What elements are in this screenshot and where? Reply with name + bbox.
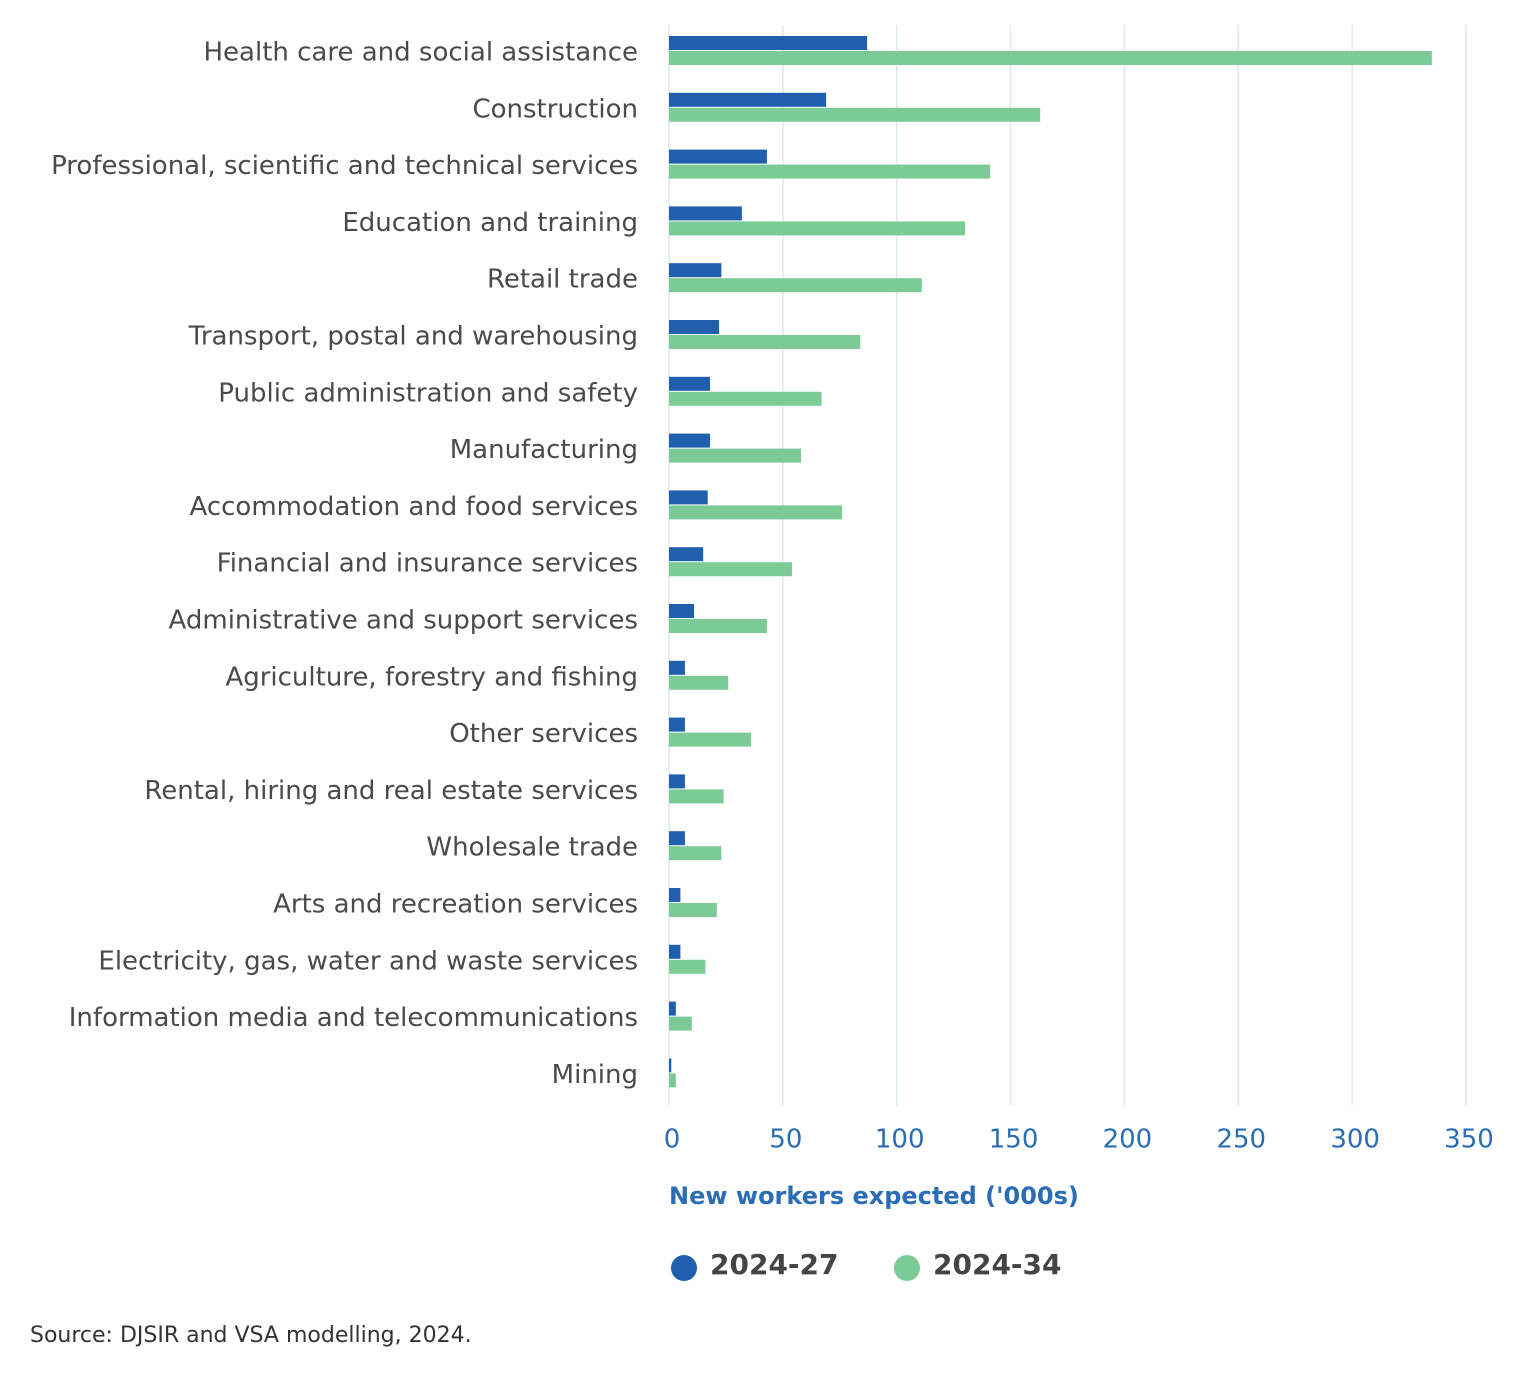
y-tick-label: Education and training [342, 208, 638, 238]
y-tick-label: Agriculture, forestry and fishing [225, 662, 638, 692]
bar [669, 1058, 672, 1073]
bar [669, 846, 722, 861]
x-tick-label: 50 [769, 1125, 802, 1155]
bar [669, 448, 802, 463]
bar [669, 376, 710, 391]
x-tick-label: 0 [664, 1125, 681, 1155]
bar [669, 92, 827, 107]
bar [669, 903, 717, 917]
bar [669, 831, 685, 846]
y-tick-label: Financial and insurance services [217, 549, 638, 579]
x-tick-label: 200 [1103, 1125, 1153, 1155]
bar [669, 490, 708, 505]
y-tick-label: Arts and recreation services [273, 890, 638, 920]
bar [669, 505, 843, 520]
y-tick-label: Health care and social assistance [203, 38, 638, 68]
y-tick-label: Other services [449, 719, 638, 749]
bar [669, 335, 861, 349]
bar [669, 774, 685, 789]
y-tick-label: Rental, hiring and real estate services [144, 776, 638, 806]
bar [669, 107, 1041, 122]
x-axis-title: New workers expected ('000s) [669, 1182, 1079, 1210]
y-tick-label: Manufacturing [450, 435, 638, 465]
legend-label: 2024-34 [933, 1248, 1062, 1281]
y-tick-label: Wholesale trade [426, 833, 638, 863]
bar [669, 391, 822, 406]
legend-label: 2024-27 [710, 1248, 839, 1281]
x-tick-label: 350 [1444, 1125, 1494, 1155]
legend-swatch [894, 1255, 920, 1281]
bar [669, 433, 710, 448]
y-tick-label: Professional, scientific and technical s… [51, 151, 638, 181]
bar [669, 717, 685, 732]
y-tick-label: Public administration and safety [218, 378, 638, 408]
bar [669, 263, 722, 278]
bar [669, 888, 681, 902]
y-tick-label: Mining [552, 1060, 638, 1090]
bar [669, 675, 729, 690]
bar [669, 278, 922, 293]
bar [669, 1016, 692, 1031]
x-tick-label: 100 [875, 1125, 925, 1155]
x-tick-label: 300 [1330, 1125, 1380, 1155]
bar [669, 221, 966, 236]
bar [669, 959, 706, 974]
bar [669, 320, 720, 334]
y-tick-label: Information media and telecommunications [69, 1003, 638, 1033]
bar [669, 547, 704, 562]
bar [669, 36, 868, 50]
y-tick-label: Construction [472, 94, 638, 124]
bar [669, 149, 767, 164]
x-tick-label: 150 [989, 1125, 1039, 1155]
bar [669, 164, 991, 179]
y-tick-label: Administrative and support services [169, 606, 638, 636]
bar [669, 789, 724, 804]
y-tick-label: Retail trade [487, 265, 638, 295]
bar [669, 206, 742, 221]
bar [669, 604, 695, 618]
y-tick-label: Electricity, gas, water and waste servic… [98, 946, 638, 976]
bar [669, 562, 792, 577]
x-tick-label: 250 [1216, 1125, 1266, 1155]
bar [669, 51, 1432, 65]
bar [669, 732, 751, 747]
bar [669, 619, 767, 633]
bar [669, 660, 685, 675]
legend-swatch [671, 1255, 697, 1281]
y-tick-label: Accommodation and food services [190, 492, 639, 522]
y-tick-label: Transport, postal and warehousing [188, 322, 638, 352]
bar [669, 1001, 676, 1016]
bar [669, 1073, 676, 1088]
bar [669, 944, 681, 959]
source-note: Source: DJSIR and VSA modelling, 2024. [30, 1323, 472, 1348]
